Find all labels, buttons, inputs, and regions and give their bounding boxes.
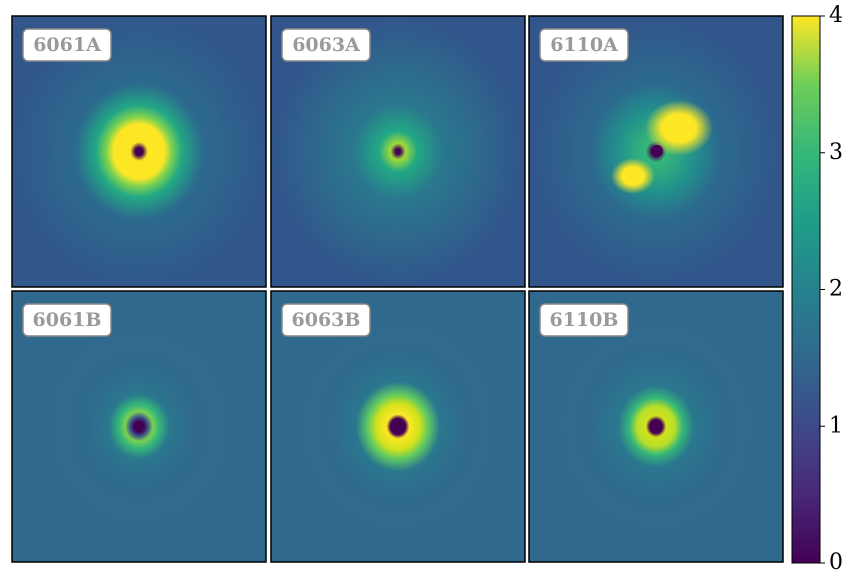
center-hole <box>651 145 663 157</box>
panel-label: 6063B <box>292 309 361 331</box>
panel: 6063B <box>271 291 525 562</box>
panel-label: 6063A <box>292 34 360 56</box>
colorbar-tick-label: 0 <box>829 550 843 573</box>
colorbar-tick-label: 4 <box>829 3 843 28</box>
panel-label: 6061B <box>33 309 102 331</box>
colorbar-tick-label: 2 <box>829 277 843 302</box>
panel: 6110B <box>529 291 783 562</box>
colorbar <box>792 16 820 563</box>
figure: 6061A 6063A 6110A 6061B 6063B 6110B 0 1 2 3 4 <box>0 0 845 573</box>
panel: 6061A <box>12 16 266 287</box>
panel-label: 6110A <box>550 34 618 56</box>
colorbar-tick-label: 3 <box>829 140 843 165</box>
colorbar-tick-label: 1 <box>829 413 843 438</box>
panel-label: 6110B <box>550 309 619 331</box>
colorbar-axis: 0 1 2 3 4 <box>820 3 843 573</box>
panel-label: 6061A <box>33 34 101 56</box>
panel: 6061B <box>12 291 266 562</box>
panel: 6110A <box>529 16 783 287</box>
panel: 6063A <box>271 16 525 287</box>
bright-region <box>611 158 655 194</box>
panels: 6061A 6063A 6110A 6061B 6063B 6110B <box>12 16 783 562</box>
